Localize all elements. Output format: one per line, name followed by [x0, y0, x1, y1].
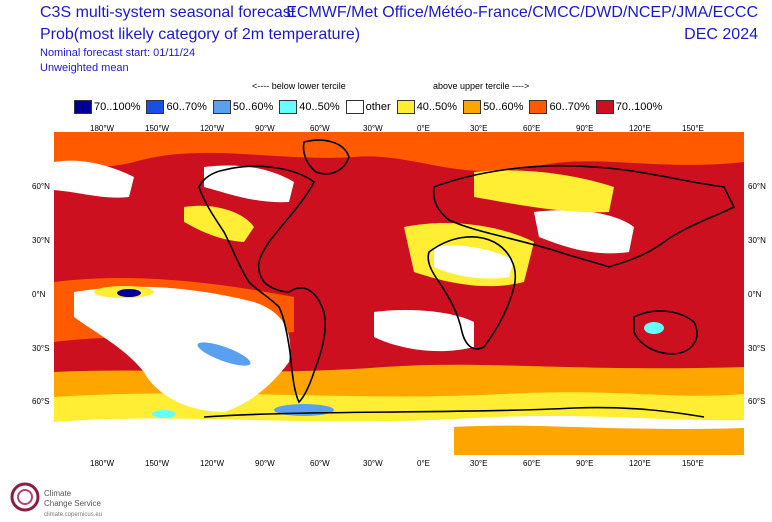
logo-name-line1: Climate: [44, 489, 72, 498]
lat-label-left: 0°N: [32, 290, 46, 299]
logo-name-line2: Change Service: [44, 499, 101, 508]
centres-label: ECMWF/Met Office/Météo-France/CMCC/DWD/N…: [286, 4, 758, 21]
legend-item: 40..50%: [396, 100, 458, 114]
lon-label-bottom: 150°E: [682, 459, 704, 468]
legend-label: 70..100%: [94, 101, 141, 113]
legend-item: 40..50%: [279, 100, 340, 114]
legend-label: 70..100%: [615, 101, 663, 113]
chart-title: C3S multi-system seasonal forecast: [40, 4, 296, 21]
lon-label-bottom: 180°W: [90, 459, 115, 468]
lon-label-top: 90°E: [576, 124, 594, 133]
greenland-outline: [302, 139, 350, 175]
legend-label: 40..50%: [299, 101, 340, 113]
legend-item: other: [345, 100, 391, 114]
lon-label-bottom: 150°W: [145, 459, 170, 468]
chart-subtitle: Prob(most likely category of 2m temperat…: [40, 26, 361, 43]
legend-swatch: [279, 100, 298, 114]
legend-swatch: [529, 100, 548, 114]
lon-label-bottom: 90°W: [255, 459, 275, 468]
lat-label-left: 60°S: [32, 397, 50, 406]
region-white-pacific: [74, 286, 291, 412]
australia-outline: [633, 310, 698, 355]
antarctica-outline: [203, 406, 705, 418]
legend-swatch: [212, 100, 231, 114]
americas-outline: [198, 165, 327, 404]
legend-label: other: [365, 101, 391, 113]
legend-swatch: [146, 100, 165, 114]
copernicus-logo: [10, 482, 40, 512]
africa-outline: [427, 236, 516, 350]
legend-item: 60..70%: [146, 100, 207, 114]
lon-label-bottom: 120°W: [200, 459, 225, 468]
legend-above-hint: above upper tercile ---->: [433, 81, 530, 91]
forecast-start-label: Nominal forecast start: 01/11/24: [40, 47, 196, 59]
lon-label-top: 60°W: [310, 124, 330, 133]
period-label: DEC 2024: [684, 26, 758, 43]
lon-label-bottom: 120°E: [629, 459, 651, 468]
region-orange-north: [54, 132, 744, 172]
lon-label-bottom: 30°W: [363, 459, 383, 468]
legend-label: 60..70%: [166, 101, 207, 113]
legend-swatch: [345, 100, 364, 114]
lon-label-top: 180°W: [90, 124, 115, 133]
legend-swatch: [595, 100, 614, 114]
weighting-label: Unweighted mean: [40, 62, 129, 74]
lon-label-bottom: 90°E: [576, 459, 594, 468]
lon-label-bottom: 30°E: [470, 459, 488, 468]
legend-item: 70..100%: [595, 100, 663, 114]
legend-item: 50..60%: [212, 100, 274, 114]
legend-below-hint: <---- below lower tercile: [252, 81, 346, 91]
region-cyan-australia: [644, 322, 664, 334]
legend-label: 50..60%: [232, 101, 274, 113]
region-white-alaska: [54, 160, 134, 198]
lon-label-bottom: 60°W: [310, 459, 330, 468]
logo-inner-ring-icon: [17, 489, 33, 505]
coastlines: [198, 139, 736, 418]
region-blue-pacific-south: [197, 342, 251, 366]
eurasia-outline: [432, 164, 736, 268]
lat-label-right: 60°N: [748, 182, 766, 191]
lat-label-left: 30°N: [32, 236, 50, 245]
region-darkblue-pacific: [117, 289, 141, 297]
legend-swatch: [396, 100, 415, 114]
lat-label-right: 60°S: [748, 397, 766, 406]
legend-swatch: [463, 100, 482, 114]
logo-ring-icon: [10, 482, 40, 512]
region-orange-antarctic-east: [454, 425, 744, 455]
forecast-map: [54, 132, 744, 455]
lon-label-top: 30°E: [470, 124, 488, 133]
legend-item: 70..100%: [74, 100, 140, 114]
lon-label-top: 30°W: [363, 124, 383, 133]
lon-label-top: 60°E: [523, 124, 541, 133]
lat-label-right: 0°N: [748, 290, 762, 299]
legend-item: 50..60%: [463, 100, 523, 114]
region-cyan-southern-ocean: [152, 410, 176, 418]
lon-label-top: 120°W: [200, 124, 225, 133]
lon-label-bottom: 60°E: [523, 459, 541, 468]
lon-label-top: 0°E: [417, 124, 430, 133]
lon-label-bottom: 0°E: [417, 459, 430, 468]
region-white-atlantic: [374, 310, 474, 352]
legend-label: 40..50%: [416, 101, 458, 113]
legend: 70..100% 60..70% 50..60% 40..50% other 40..50…: [74, 100, 668, 114]
region-white-sahara: [434, 245, 514, 279]
legend-label: 50..60%: [483, 101, 524, 113]
region-white-asia: [534, 210, 634, 254]
lat-label-left: 60°N: [32, 182, 50, 191]
lon-label-top: 120°E: [629, 124, 651, 133]
logo-url: climate.copernicus.eu: [44, 512, 103, 518]
lat-label-left: 30°S: [32, 344, 50, 353]
lat-label-right: 30°S: [748, 344, 766, 353]
legend-item: 60..70%: [529, 100, 590, 114]
lon-label-top: 150°E: [682, 124, 704, 133]
region-yellow-eurasia: [474, 170, 614, 213]
lat-label-right: 30°N: [748, 236, 766, 245]
legend-swatch: [74, 100, 92, 114]
lon-label-top: 90°W: [255, 124, 275, 133]
region-white-canada: [204, 165, 294, 203]
legend-label: 60..70%: [549, 101, 590, 113]
map-svg: [54, 132, 744, 455]
lon-label-top: 150°W: [145, 124, 170, 133]
